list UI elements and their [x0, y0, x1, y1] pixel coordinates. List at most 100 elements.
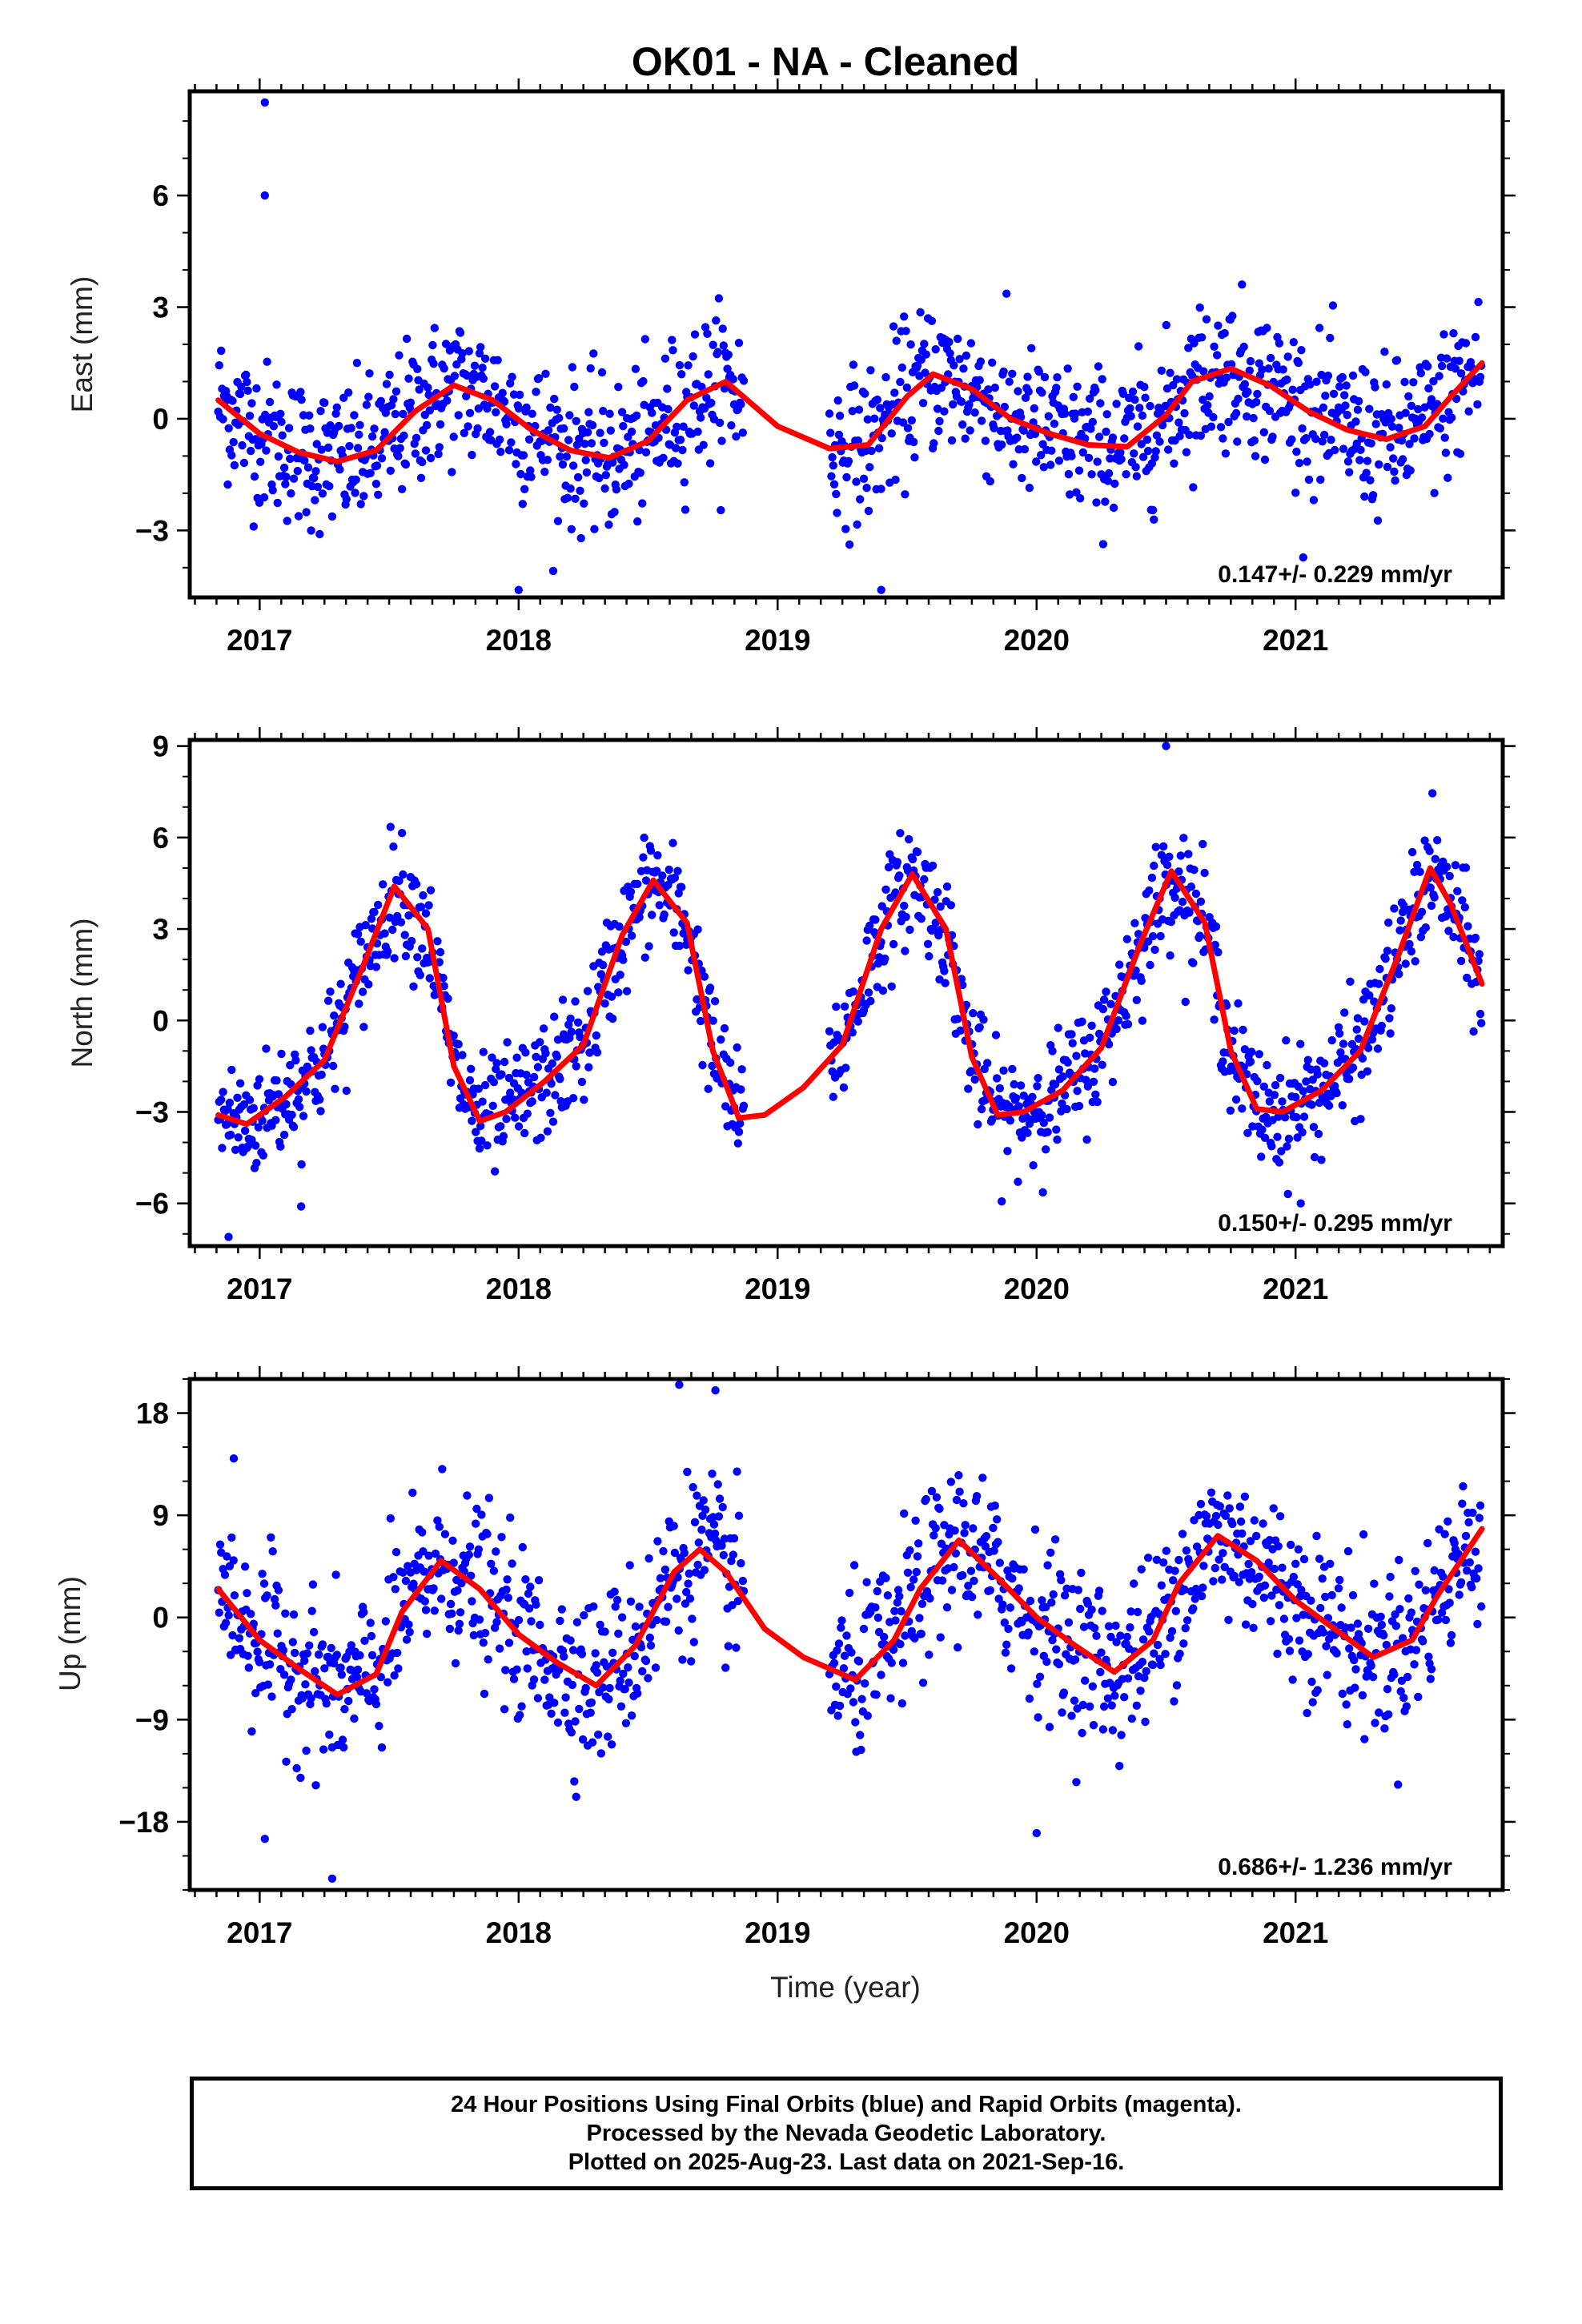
- data-point: [1094, 1586, 1104, 1595]
- data-point: [1451, 364, 1460, 373]
- data-point: [502, 1115, 511, 1124]
- data-point: [651, 1663, 661, 1672]
- data-point: [1307, 1100, 1316, 1109]
- data-point: [1424, 384, 1433, 393]
- data-point: [957, 397, 966, 406]
- data-point: [633, 879, 642, 889]
- data-point: [472, 1504, 481, 1514]
- data-point: [663, 384, 672, 393]
- data-point: [914, 1539, 923, 1548]
- data-point: [435, 1522, 444, 1531]
- data-point: [1156, 931, 1165, 941]
- data-point: [1234, 394, 1243, 404]
- data-point: [1294, 358, 1303, 368]
- data-point: [1428, 789, 1437, 798]
- data-point: [351, 475, 360, 485]
- data-point: [1093, 1097, 1102, 1107]
- data-point: [999, 367, 1008, 376]
- data-point: [1375, 979, 1383, 988]
- data-point: [233, 1093, 242, 1103]
- data-point: [1425, 846, 1434, 855]
- data-point: [1137, 1565, 1146, 1574]
- data-point: [258, 1116, 267, 1125]
- data-point: [981, 436, 990, 445]
- data-point: [1303, 1708, 1311, 1718]
- data-point: [859, 474, 869, 483]
- x-tick-label: 2021: [1263, 624, 1328, 657]
- data-point: [680, 1549, 689, 1558]
- data-point: [258, 1570, 267, 1578]
- data-point: [1275, 339, 1284, 348]
- data-point: [947, 1586, 957, 1594]
- data-point: [380, 929, 389, 938]
- data-point: [720, 384, 729, 393]
- data-point: [1042, 1602, 1050, 1612]
- data-point: [353, 930, 363, 939]
- data-point: [734, 1128, 744, 1136]
- data-point: [1046, 1548, 1055, 1558]
- data-point: [272, 1076, 281, 1085]
- data-point: [1446, 1638, 1456, 1647]
- y-tick-label: 0: [152, 403, 169, 436]
- data-point: [995, 1084, 1005, 1093]
- data-point: [1342, 381, 1351, 390]
- data-point: [490, 382, 500, 391]
- data-point: [439, 973, 448, 983]
- east-fit-line: [215, 360, 1485, 464]
- data-point: [1394, 1780, 1403, 1789]
- data-point: [640, 833, 648, 842]
- data-point: [1395, 1605, 1404, 1614]
- data-point: [935, 1504, 944, 1514]
- data-point: [1134, 342, 1143, 351]
- data-point: [555, 413, 564, 423]
- data-point: [1169, 380, 1178, 390]
- data-point: [614, 1629, 623, 1638]
- data-point: [446, 1599, 456, 1609]
- data-point: [1250, 436, 1259, 445]
- data-point: [454, 1039, 463, 1049]
- data-point: [1102, 410, 1111, 419]
- data-point: [1164, 445, 1173, 454]
- x-tick-label: 2017: [227, 1273, 292, 1305]
- data-point: [401, 460, 411, 469]
- data-point: [578, 1735, 588, 1744]
- data-point: [524, 435, 534, 444]
- data-point: [739, 1101, 749, 1111]
- data-point: [829, 461, 838, 470]
- data-point: [1112, 400, 1121, 408]
- data-point: [989, 1523, 998, 1533]
- data-point: [837, 1616, 846, 1625]
- data-point: [1197, 333, 1207, 342]
- data-point: [1442, 354, 1452, 363]
- data-point: [576, 486, 584, 495]
- data-point: [1093, 457, 1102, 466]
- data-point: [441, 340, 451, 348]
- data-point: [359, 1608, 368, 1617]
- data-point: [592, 1031, 600, 1040]
- data-point: [661, 354, 670, 363]
- data-point: [366, 1618, 375, 1627]
- y-tick-label: 3: [152, 292, 169, 324]
- data-point: [1097, 1648, 1106, 1657]
- data-point: [1110, 479, 1119, 489]
- data-point: [1138, 1635, 1148, 1644]
- data-point: [1122, 470, 1130, 479]
- data-point: [382, 380, 391, 388]
- data-point: [1199, 1562, 1208, 1570]
- data-point: [950, 1562, 958, 1572]
- data-point: [1356, 445, 1365, 454]
- data-point: [993, 1515, 1002, 1524]
- data-point: [1197, 1591, 1207, 1601]
- data-point: [449, 1031, 458, 1040]
- data-point: [282, 472, 291, 481]
- data-point: [863, 1711, 873, 1720]
- data-point: [1390, 467, 1399, 476]
- data-point: [1443, 1517, 1452, 1526]
- data-point: [870, 414, 879, 423]
- data-point: [1078, 1700, 1088, 1710]
- data-point: [560, 424, 568, 433]
- data-point: [1385, 1014, 1394, 1023]
- data-point: [1081, 1676, 1090, 1685]
- data-point: [673, 459, 682, 468]
- data-point: [648, 911, 656, 919]
